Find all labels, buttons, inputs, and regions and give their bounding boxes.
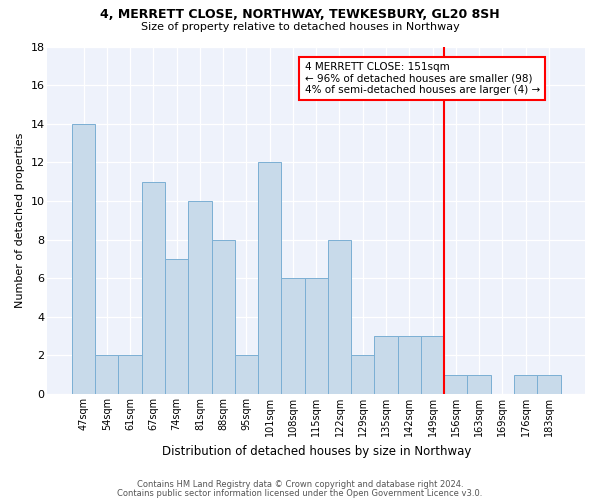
Bar	[328, 240, 351, 394]
Bar	[188, 201, 212, 394]
Bar	[281, 278, 305, 394]
Bar	[118, 356, 142, 394]
X-axis label: Distribution of detached houses by size in Northway: Distribution of detached houses by size …	[161, 444, 471, 458]
Text: 4, MERRETT CLOSE, NORTHWAY, TEWKESBURY, GL20 8SH: 4, MERRETT CLOSE, NORTHWAY, TEWKESBURY, …	[100, 8, 500, 20]
Bar	[467, 374, 491, 394]
Bar	[72, 124, 95, 394]
Text: Contains public sector information licensed under the Open Government Licence v3: Contains public sector information licen…	[118, 488, 482, 498]
Text: Contains HM Land Registry data © Crown copyright and database right 2024.: Contains HM Land Registry data © Crown c…	[137, 480, 463, 489]
Y-axis label: Number of detached properties: Number of detached properties	[15, 132, 25, 308]
Bar	[421, 336, 444, 394]
Bar	[374, 336, 398, 394]
Bar	[351, 356, 374, 394]
Bar	[95, 356, 118, 394]
Bar	[514, 374, 537, 394]
Text: 4 MERRETT CLOSE: 151sqm
← 96% of detached houses are smaller (98)
4% of semi-det: 4 MERRETT CLOSE: 151sqm ← 96% of detache…	[305, 62, 540, 95]
Bar	[235, 356, 258, 394]
Bar	[305, 278, 328, 394]
Bar	[398, 336, 421, 394]
Bar	[212, 240, 235, 394]
Bar	[165, 259, 188, 394]
Bar	[258, 162, 281, 394]
Bar	[537, 374, 560, 394]
Text: Size of property relative to detached houses in Northway: Size of property relative to detached ho…	[140, 22, 460, 32]
Bar	[142, 182, 165, 394]
Bar	[444, 374, 467, 394]
